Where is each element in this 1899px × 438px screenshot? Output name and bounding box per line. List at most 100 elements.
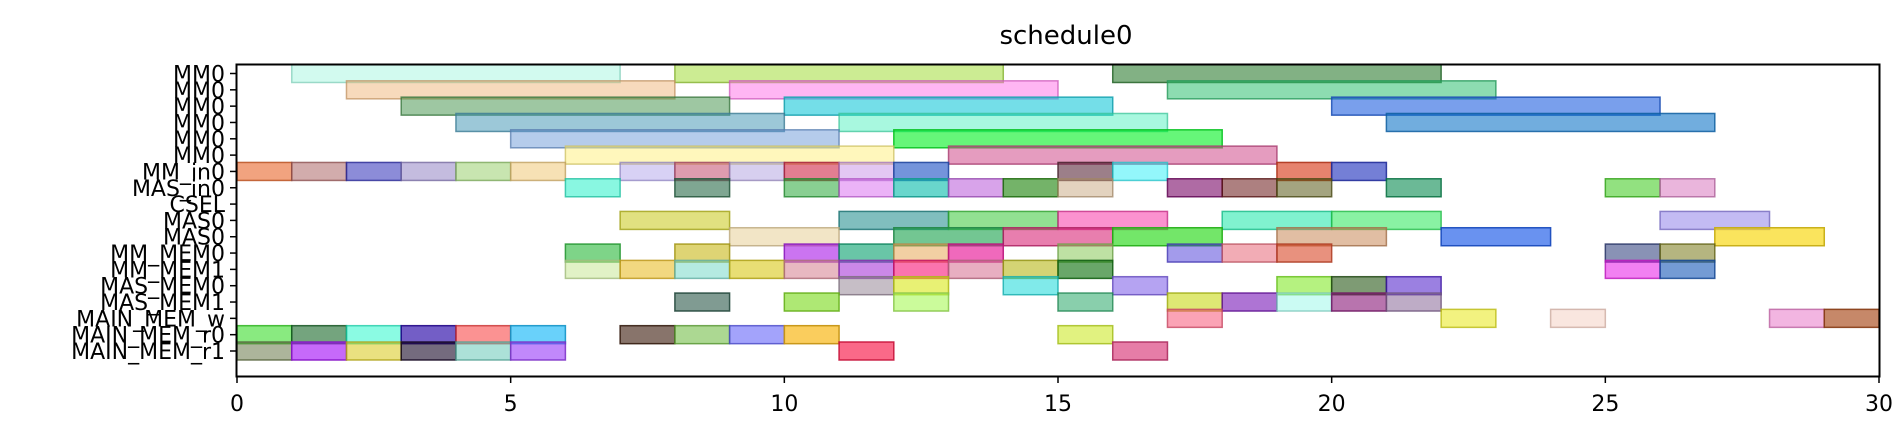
y-tick-label: MAS_MEM1: [100, 291, 225, 316]
bar-mm-mem0-62: [783, 243, 840, 263]
bar-mm0-2: [1111, 63, 1442, 84]
bar-mas-mem1-99: [1385, 292, 1442, 312]
bar-mm-in0-23: [674, 161, 731, 182]
y-tick-label: MM_in0: [142, 160, 225, 185]
bar-mas-mem1-94: [1057, 292, 1114, 312]
bar-mm0-9: [455, 112, 786, 133]
bar-main-mem-w-104: [1823, 308, 1880, 329]
bar-mas0-56: [1111, 226, 1223, 247]
bar-mas-mem1-93: [893, 292, 950, 312]
bar-mm-in0-31: [1330, 161, 1388, 182]
bar-main-mem-r1-123: [1111, 341, 1169, 361]
bar-main-mem-r0-111: [619, 324, 676, 345]
bar-mm-in0-22: [619, 161, 676, 182]
y-tick-label: MM_MEM1: [110, 258, 225, 283]
bar-mm-mem0-67: [1166, 243, 1223, 263]
bar-mas-in0-35: [838, 178, 895, 198]
y-axis: MM0MM0MM0MM0MM0MM0MM_in0MAS_in0CSELMAS0M…: [71, 63, 237, 365]
bar-mm-in0-24: [728, 161, 786, 182]
y-tick-label: MAS_in0: [132, 177, 225, 202]
bar-mm0-0: [290, 63, 621, 84]
bar-main-mem-r0-110: [509, 324, 567, 345]
x-tick-label: 0: [230, 392, 244, 417]
bar-mm0-11: [1385, 112, 1716, 133]
bar-mas-mem1-91: [674, 292, 731, 312]
bar-main-mem-r0-105: [236, 324, 293, 345]
bar-mas-in0-43: [1385, 178, 1442, 198]
bar-main-mem-r1-122: [838, 341, 895, 361]
bar-mas-in0-37: [947, 178, 1005, 198]
bar-mm-mem1-83: [1659, 259, 1716, 280]
bar-mm0-10: [838, 112, 1169, 133]
bar-mm-mem1-76: [783, 259, 840, 280]
bar-mm-mem0-68: [1221, 243, 1278, 263]
y-tick-label: MAIN_MEM_r1: [71, 340, 225, 365]
bar-mas-in0-45: [1659, 178, 1716, 198]
bar-mas0-57: [1276, 226, 1388, 247]
bar-main-mem-r0-112: [674, 324, 731, 345]
bar-mm-in0-21: [509, 161, 567, 182]
bar-mas0-47: [838, 210, 950, 231]
bar-mm-mem1-74: [674, 259, 731, 280]
bar-mm-mem1-80: [1002, 259, 1059, 280]
bar-mm-mem1-81: [1057, 259, 1114, 280]
bar-mas0-50: [1221, 210, 1333, 231]
bar-main-mem-w-101: [1440, 308, 1497, 329]
bar-mm-mem1-82: [1604, 259, 1661, 280]
bar-mas-mem0-85: [893, 275, 950, 296]
bar-mm-mem1-75: [728, 259, 786, 280]
y-tick-label: MM_MEM0: [110, 242, 225, 267]
bar-mm0-3: [345, 80, 676, 100]
y-tick-label: MM0: [173, 79, 225, 104]
bar-main-mem-w-103: [1768, 308, 1826, 329]
bar-mas-in0-42: [1276, 178, 1333, 198]
x-tick-label: 25: [1591, 392, 1619, 417]
bar-mas-in0-32: [564, 178, 621, 198]
bar-main-mem-r1-116: [236, 341, 293, 361]
bar-mm0-8: [1330, 96, 1661, 116]
bar-mm-mem1-77: [838, 259, 895, 280]
bar-mas-in0-34: [783, 178, 840, 198]
bar-mm-mem1-73: [619, 259, 676, 280]
bar-mas-in0-44: [1604, 178, 1661, 198]
y-tick-label: MM0: [173, 95, 225, 120]
y-tick-label: MAS_MEM0: [100, 275, 225, 300]
bar-mm0-6: [400, 96, 731, 116]
bar-mas0-59: [1714, 226, 1826, 247]
bar-mm0-12: [509, 129, 840, 149]
bar-main-mem-r1-121: [509, 341, 567, 361]
bar-main-mem-r0-107: [345, 324, 402, 345]
bar-mm-in0-28: [1057, 161, 1114, 182]
bar-mm-mem0-63: [838, 243, 895, 263]
y-tick-label: MAS0: [163, 226, 225, 251]
bar-mm-in0-26: [838, 161, 895, 182]
x-axis: 0 5 10 15 20 25 30: [230, 376, 1893, 417]
bar-mm-in0-17: [290, 161, 348, 182]
bar-mas-in0-36: [893, 178, 950, 198]
bar-mm0-7: [783, 96, 1114, 116]
bar-mm-mem0-64: [893, 243, 950, 263]
bar-mas-in0-41: [1221, 178, 1278, 198]
bar-mm-in0-25: [783, 161, 840, 182]
bar-mas-mem0-90: [1385, 275, 1442, 296]
bar-mm-in0-19: [400, 161, 457, 182]
x-tick-label: 15: [1044, 392, 1072, 417]
bar-mas-mem1-92: [783, 292, 840, 312]
bar-mm0-1: [674, 63, 1005, 84]
bar-mas-in0-33: [674, 178, 731, 198]
bar-mm-in0-18: [345, 161, 402, 182]
x-tick-label: 30: [1865, 392, 1893, 417]
bar-main-mem-r0-106: [290, 324, 348, 345]
bar-mm0-14: [564, 145, 895, 165]
bar-main-mem-r0-109: [455, 324, 512, 345]
y-tick-label: MM0: [173, 128, 225, 153]
bar-main-mem-r1-119: [400, 341, 457, 361]
bar-mas-in0-38: [1002, 178, 1059, 198]
bar-mas-mem0-86: [1002, 275, 1059, 296]
bar-main-mem-r0-113: [728, 324, 786, 345]
bar-mas-in0-40: [1166, 178, 1223, 198]
bar-mm-mem0-61: [674, 243, 731, 263]
bar-mas0-52: [1659, 210, 1771, 231]
bar-mas0-58: [1440, 226, 1552, 247]
